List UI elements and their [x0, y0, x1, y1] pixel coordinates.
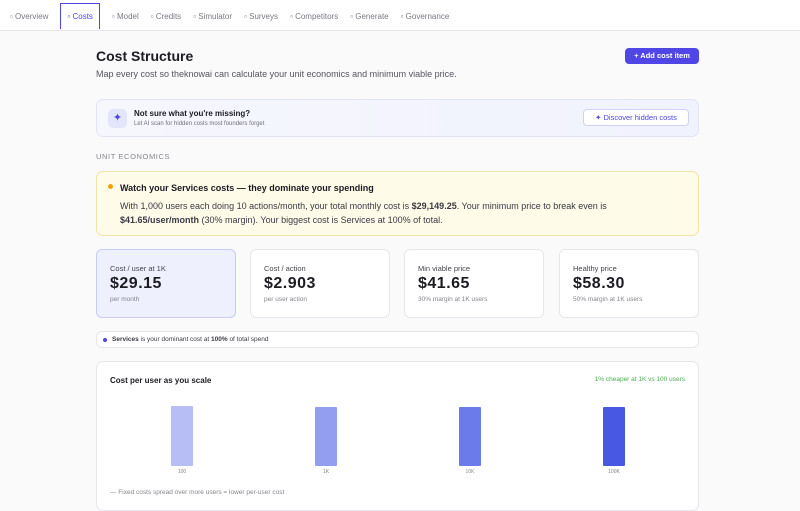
tab[interactable]: ▫ Overview — [10, 12, 49, 21]
tab-bar: ▫ Overview ▫ Costs ▫ Model ▫ Credits ▫ Simul… — [0, 0, 800, 31]
metric-label: Min viable price — [418, 264, 471, 273]
metric-card: Min viable price $41.65 30% margin at 1K u… — [404, 249, 544, 318]
alert-body: With 1,000 users each doing 10 actions/m… — [120, 199, 640, 227]
text-segment: $29,149.25 — [411, 201, 457, 211]
bar — [171, 406, 193, 466]
chart-card: Cost per user as you scale 1% cheaper at… — [96, 361, 699, 511]
tab[interactable]: ▫ Costs — [60, 3, 100, 29]
dominant-note: Services is your dominant cost at 100% o… — [96, 331, 699, 348]
ai-banner: ✦ Not sure what you're missing? Let AI s… — [96, 99, 699, 137]
tab[interactable]: ▫ Generate — [350, 12, 389, 21]
alert-title: Watch your Services costs — they dominat… — [120, 183, 374, 193]
chart-annotation: 1% cheaper at 1K vs 100 users — [594, 376, 685, 383]
sparkle-icon: ✦ — [108, 109, 127, 128]
banner-title: Not sure what you're missing? — [134, 109, 251, 118]
bar — [459, 406, 481, 466]
add-cost-button[interactable]: + Add cost item — [625, 48, 699, 64]
text-segment: (30% margin). Your biggest cost is Servi… — [199, 215, 443, 225]
metric-card: Healthy price $58.30 50% margin at 1K user… — [559, 249, 699, 318]
tab[interactable]: ▫ Governance — [400, 12, 450, 21]
metric-label: Cost / action — [264, 264, 306, 273]
text-segment: $41.65/user/month — [120, 215, 200, 225]
button-label: Discover hidden costs — [603, 113, 677, 122]
x-tick-label: 1K — [322, 469, 330, 475]
bar — [603, 406, 625, 466]
tab[interactable]: ▫ Model — [111, 12, 139, 21]
metric-card: Cost / user at 1K $29.15 per month — [96, 249, 236, 318]
alert: Watch your Services costs — they dominat… — [96, 171, 699, 236]
text-segment: Services — [112, 336, 139, 343]
metric-value: $2.903 — [264, 275, 316, 292]
page-title: Cost Structure — [96, 48, 194, 64]
note-dot — [103, 338, 107, 342]
note-text: Services is your dominant cost at 100% o… — [112, 336, 268, 343]
text-segment: With 1,000 users each doing 10 actions/m… — [120, 201, 412, 211]
metric-sub: per user action — [264, 296, 307, 303]
page-subtitle: Map every cost so theknowai can calculat… — [96, 69, 457, 79]
bar — [315, 406, 337, 466]
section-label: UNIT ECONOMICS — [96, 152, 171, 161]
text-segment: 100% — [211, 336, 228, 343]
x-tick-label: 100 — [177, 469, 187, 475]
button-label: Add cost item — [640, 51, 690, 60]
metric-sub: per month — [110, 296, 140, 303]
text-segment: of total spend — [227, 336, 269, 343]
chart-title: Cost per user as you scale — [110, 376, 212, 385]
metric-value: $41.65 — [418, 275, 470, 292]
chart-footnote: — Fixed costs spread over more users = l… — [110, 489, 285, 496]
x-tick-label: 10K — [465, 469, 475, 475]
tab[interactable]: ▫ Simulator — [193, 12, 233, 21]
tab[interactable]: ▫ Competitors — [290, 12, 339, 21]
x-tick-label: 100K — [608, 469, 620, 475]
metric-label: Healthy price — [573, 264, 617, 273]
text-segment: is your dominant cost at — [138, 336, 212, 343]
tab[interactable]: ▫ Surveys — [244, 12, 279, 21]
text-segment: . Your minimum price to break even is — [456, 201, 607, 211]
metric-card: Cost / action $2.903 per user action — [250, 249, 390, 318]
banner-subtitle: Let AI scan for hidden costs most founde… — [134, 121, 265, 127]
alert-dot — [108, 184, 113, 189]
discover-button[interactable]: ✦ Discover hidden costs — [583, 109, 689, 126]
metric-sub: 30% margin at 1K users — [418, 296, 488, 303]
metric-sub: 50% margin at 1K users — [573, 296, 643, 303]
metric-value: $29.15 — [110, 275, 162, 292]
metric-label: Cost / user at 1K — [110, 264, 166, 273]
tab[interactable]: ▫ Credits — [150, 12, 182, 21]
metric-value: $58.30 — [573, 275, 625, 292]
